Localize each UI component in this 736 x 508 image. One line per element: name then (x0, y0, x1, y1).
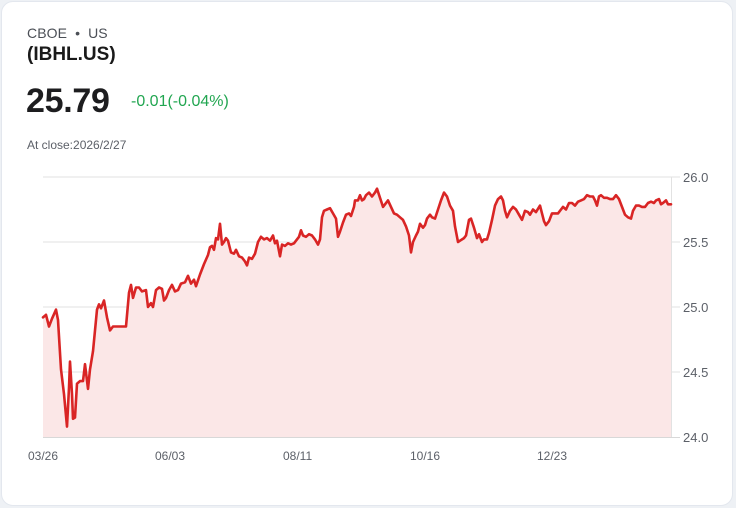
exchange-line: CBOE • US (27, 25, 108, 41)
separator-dot: • (75, 25, 81, 41)
y-tick-24-5: 24.5 (683, 365, 709, 380)
x-tick-12-23: 12/23 (537, 449, 568, 463)
price-change: -0.01(-0.04%) (131, 93, 229, 110)
x-tick-08-11: 08/11 (283, 449, 313, 463)
price-line (41, 187, 673, 428)
y-tick-26-0: 26.0 (683, 170, 709, 185)
price-area-fill (43, 188, 671, 437)
x-tick-03-26: 03/26 (28, 449, 59, 463)
x-tick-06-03: 06/03 (155, 449, 186, 463)
market-name: US (88, 25, 108, 41)
last-price: 25.79 (26, 82, 110, 120)
exchange-name: CBOE (27, 25, 68, 41)
x-tick-10-16: 10/16 (410, 449, 441, 463)
ticker-symbol: (IBHL.US) (27, 44, 116, 65)
y-tick-25-5: 25.5 (683, 235, 709, 250)
y-tick-24-0: 24.0 (683, 430, 709, 445)
y-tick-25-0: 25.0 (683, 300, 709, 315)
close-date: At close:2026/2/27 (27, 138, 127, 152)
